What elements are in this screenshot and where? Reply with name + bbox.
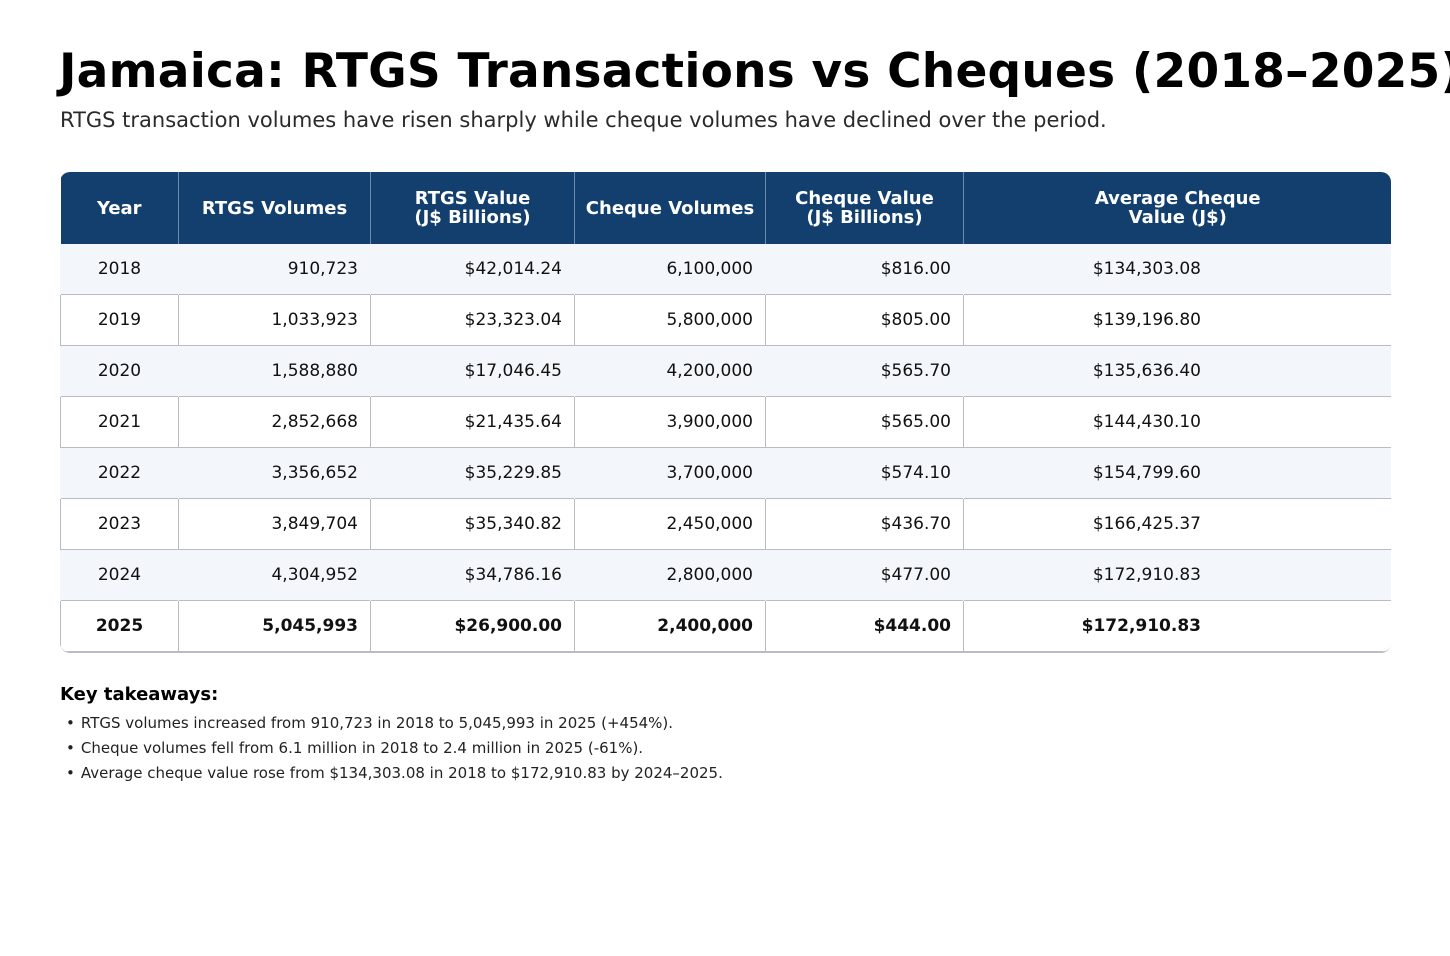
table-body: 2018 910,723 $42,014.24 6,100,000 $816.00 $13… [60, 244, 1391, 652]
key-takeaways-title: Key takeaways: [60, 684, 219, 705]
table-cell: $23,323.04 [370, 294, 575, 346]
table-cell: 2023 [60, 498, 179, 550]
table-cell: 2020 [60, 345, 179, 397]
table-cell: 2019 [60, 294, 179, 346]
takeaway-item: • Average cheque value rose from $134,303… [66, 761, 723, 786]
table-cell: 1,033,923 [178, 294, 371, 346]
table-row: 2021 2,852,668 $21,435.64 3,900,000 $565.00 $… [60, 396, 1391, 448]
bullet-icon: • [66, 739, 75, 757]
table-cell: $816.00 [765, 244, 964, 295]
table-cell: 2,450,000 [574, 498, 766, 550]
table-cell: 5,045,993 [178, 600, 371, 652]
data-table-container: Year RTGS Volumes RTGS Value (J$ Billions) C… [60, 172, 1391, 653]
table-cell: 4,304,952 [178, 549, 371, 601]
table-cell: $26,900.00 [370, 600, 575, 652]
table-cell: 5,800,000 [574, 294, 766, 346]
table-cell: 3,700,000 [574, 447, 766, 499]
table-cell: $135,636.40 [963, 345, 1391, 397]
page-title: Jamaica: RTGS Transactions vs Cheques (2… [59, 44, 1450, 99]
table-cell: $444.00 [765, 600, 964, 652]
table-row: 2022 3,356,652 $35,229.85 3,700,000 $574.10 $… [60, 447, 1391, 499]
table-cell: 2018 [60, 244, 179, 295]
table-cell: 3,849,704 [178, 498, 371, 550]
column-header: Year [60, 172, 179, 244]
table-cell: $34,786.16 [370, 549, 575, 601]
table-cell: 2,852,668 [178, 396, 371, 448]
takeaway-text: Average cheque value rose from $134,303.… [80, 764, 723, 782]
table-row: 2020 1,588,880 $17,046.45 4,200,000 $565.70 $… [60, 345, 1391, 397]
table-cell: $42,014.24 [370, 244, 575, 295]
table-cell: $172,910.83 [963, 549, 1391, 601]
table-cell: $144,430.10 [963, 396, 1391, 448]
column-header: Cheque Value (J$ Billions) [765, 172, 964, 244]
table-cell: 2,800,000 [574, 549, 766, 601]
data-table: Year RTGS Volumes RTGS Value (J$ Billions) C… [60, 172, 1391, 652]
table-cell: $154,799.60 [963, 447, 1391, 499]
table-cell: $139,196.80 [963, 294, 1391, 346]
page-subtitle: RTGS transaction volumes have risen shar… [60, 108, 1107, 132]
table-cell: 2021 [60, 396, 179, 448]
table-cell: 2025 [60, 600, 179, 652]
table-row: 2023 3,849,704 $35,340.82 2,450,000 $436.70 $… [60, 498, 1391, 550]
column-header: RTGS Volumes [178, 172, 371, 244]
table-cell: $134,303.08 [963, 244, 1391, 295]
table-row: 2024 4,304,952 $34,786.16 2,800,000 $477.00 $… [60, 549, 1391, 601]
table-row: 2018 910,723 $42,014.24 6,100,000 $816.00 $13… [60, 244, 1391, 295]
table-cell: $166,425.37 [963, 498, 1391, 550]
column-header: RTGS Value (J$ Billions) [370, 172, 575, 244]
table-row: 2019 1,033,923 $23,323.04 5,800,000 $805.00 $… [60, 294, 1391, 346]
table-cell: 3,356,652 [178, 447, 371, 499]
table-cell: 910,723 [178, 244, 371, 295]
table-cell: $565.70 [765, 345, 964, 397]
table-cell: $436.70 [765, 498, 964, 550]
table-row: 2025 5,045,993 $26,900.00 2,400,000 $444.00 $… [60, 600, 1391, 652]
bullet-icon: • [66, 714, 75, 732]
table-cell: 2024 [60, 549, 179, 601]
column-header: Cheque Volumes [574, 172, 766, 244]
table-cell: $35,229.85 [370, 447, 575, 499]
table-header-row: Year RTGS Volumes RTGS Value (J$ Billions) C… [60, 172, 1391, 244]
key-takeaways-list: • RTGS volumes increased from 910,723 in … [60, 711, 723, 786]
key-takeaways: Key takeaways: • RTGS volumes increased f… [60, 684, 723, 786]
takeaway-item: • Cheque volumes fell from 6.1 million in… [66, 736, 723, 761]
table-cell: $574.10 [765, 447, 964, 499]
column-header: Average Cheque Value (J$) [963, 172, 1391, 244]
table-cell: $172,910.83 [963, 600, 1391, 652]
table-cell: 1,588,880 [178, 345, 371, 397]
takeaway-text: Cheque volumes fell from 6.1 million in … [80, 739, 644, 757]
table-cell: 6,100,000 [574, 244, 766, 295]
table-cell: $21,435.64 [370, 396, 575, 448]
table-cell: $17,046.45 [370, 345, 575, 397]
table-cell: $805.00 [765, 294, 964, 346]
takeaway-item: • RTGS volumes increased from 910,723 in … [66, 711, 723, 736]
table-cell: $565.00 [765, 396, 964, 448]
table-cell: 3,900,000 [574, 396, 766, 448]
table-cell: 2022 [60, 447, 179, 499]
table-cell: 4,200,000 [574, 345, 766, 397]
table-cell: $35,340.82 [370, 498, 575, 550]
bullet-icon: • [66, 764, 75, 782]
table-cell: $477.00 [765, 549, 964, 601]
table-cell: 2,400,000 [574, 600, 766, 652]
takeaway-text: RTGS volumes increased from 910,723 in 2… [80, 714, 674, 732]
